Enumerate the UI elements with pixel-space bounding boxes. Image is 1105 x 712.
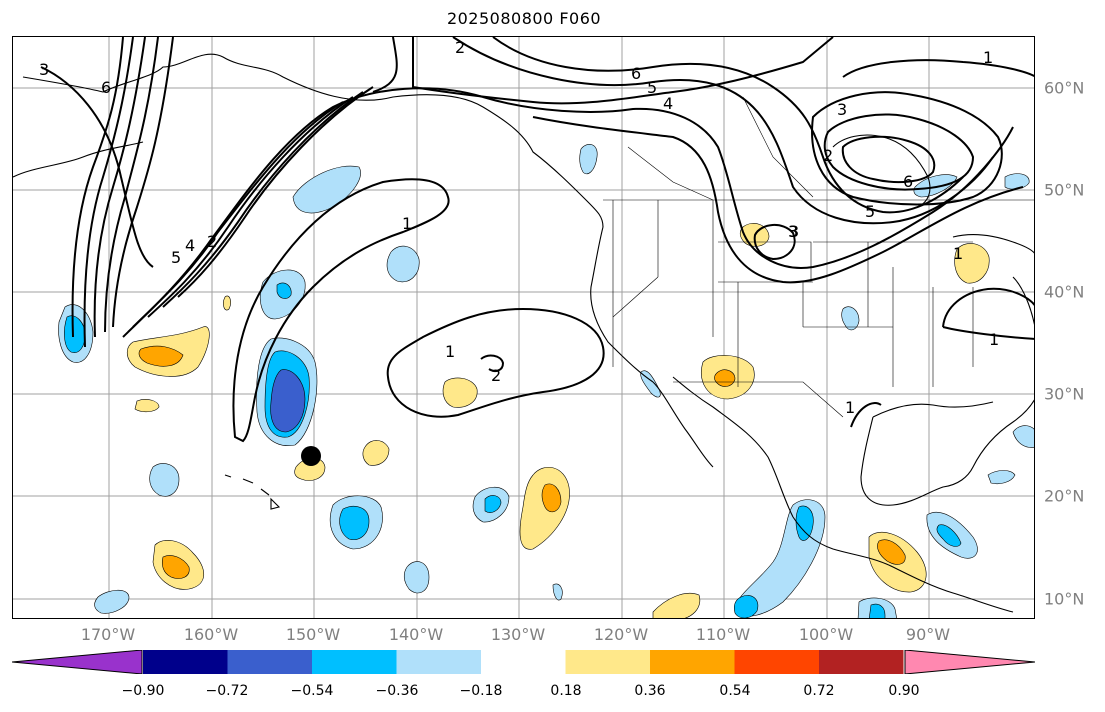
lon-label: 150°W <box>285 625 341 644</box>
lon-label: 130°W <box>490 625 546 644</box>
colorbar-tick-label: 0.54 <box>719 683 751 699</box>
colorbar-tick-label: −0.54 <box>290 683 334 699</box>
lat-label: 50°N <box>1044 180 1085 200</box>
location-marker <box>301 446 321 466</box>
contour-label: 2 <box>207 232 217 251</box>
contour-label: 2 <box>455 38 465 57</box>
colorbar <box>12 650 1035 674</box>
colorbar-tick-label: −0.18 <box>459 683 503 699</box>
colorbar-segment <box>734 650 819 674</box>
contour-label: 3 <box>837 100 847 119</box>
colorbar-max-extend <box>904 650 1035 674</box>
contour-label: 1 <box>983 48 993 67</box>
contour-label: 4 <box>185 236 195 255</box>
contour-label: 4 <box>663 94 673 113</box>
colorbar-segment <box>396 650 481 674</box>
contour-label: 3 <box>789 222 799 241</box>
contour-label: 1 <box>953 244 963 263</box>
contour-label: 5 <box>865 202 875 221</box>
colorbar-segment <box>481 650 566 674</box>
colorbar-segment <box>143 650 228 674</box>
anomaly-fills <box>58 144 1034 618</box>
contour-label: 2 <box>491 366 501 385</box>
contour-label: 3 <box>39 60 49 79</box>
colorbar-tick-label: 0.18 <box>550 683 582 699</box>
colorbar-tick-label: 0.72 <box>803 683 835 699</box>
contour-label-group: 3 6 2 6 5 4 1 3 2 3 6 5 5 4 3 2 1 1 2 1 … <box>39 38 999 417</box>
colorbar-segment <box>227 650 312 674</box>
lon-label: 100°W <box>798 625 854 644</box>
colorbar-segment <box>565 650 650 674</box>
colorbar-tick-label: −0.36 <box>375 683 419 699</box>
lat-label: 30°N <box>1044 384 1085 404</box>
coastlines <box>13 53 1034 613</box>
political-borders <box>603 96 1034 418</box>
contour-label: 2 <box>823 146 833 165</box>
lon-label: 120°W <box>593 625 649 644</box>
contour-lines <box>40 37 1034 443</box>
contour-label: 3 <box>788 222 798 241</box>
lat-label: 20°N <box>1044 486 1085 506</box>
contour-label: 6 <box>631 64 641 83</box>
lat-label: 60°N <box>1044 78 1085 98</box>
colorbar-min-extend <box>12 650 143 674</box>
map-canvas: 3 6 2 6 5 4 1 3 2 3 6 5 5 4 3 2 1 1 2 1 … <box>13 37 1034 618</box>
contour-label: 1 <box>402 214 412 233</box>
lat-label: 10°N <box>1044 589 1085 609</box>
contour-label: 5 <box>171 248 181 267</box>
colorbar-tick-label: −0.72 <box>205 683 249 699</box>
contour-label: 6 <box>903 172 913 191</box>
contour-label: 1 <box>989 330 999 349</box>
colorbar-tick-label: −0.90 <box>121 683 165 699</box>
colorbar-segment <box>819 650 904 674</box>
lon-label: 160°W <box>183 625 239 644</box>
lon-label: 110°W <box>695 625 751 644</box>
contour-label: 1 <box>445 342 455 361</box>
contour-label: 5 <box>647 78 657 97</box>
contour-label: 1 <box>845 398 855 417</box>
lon-label: 90°W <box>905 625 951 644</box>
map-title: 2025080800 F060 <box>446 9 602 28</box>
lon-label: 140°W <box>388 625 444 644</box>
contour-label: 6 <box>101 78 111 97</box>
colorbar-segment <box>650 650 735 674</box>
lon-label: 170°W <box>80 625 136 644</box>
colorbar-segment <box>312 650 397 674</box>
colorbar-tick-label: 0.36 <box>634 683 666 699</box>
lat-label: 40°N <box>1044 282 1085 302</box>
colorbar-tick-label: 0.90 <box>888 683 920 699</box>
map-panel: 3 6 2 6 5 4 1 3 2 3 6 5 5 4 3 2 1 1 2 1 … <box>12 36 1035 619</box>
